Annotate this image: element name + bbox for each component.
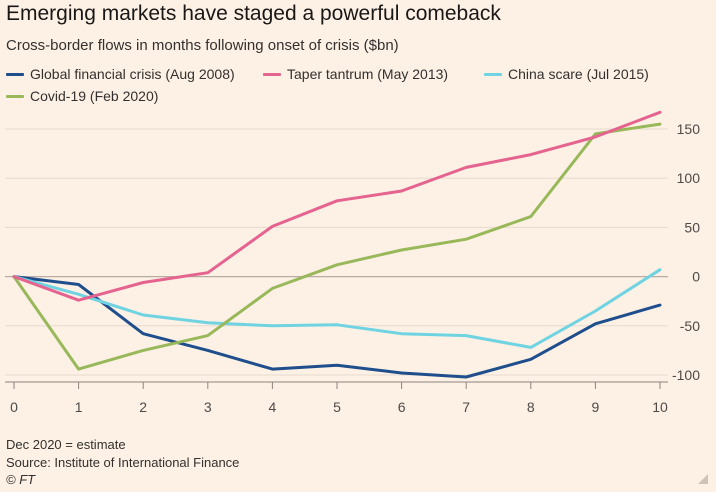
series-line-2: [12, 268, 662, 349]
series-line-3: [12, 122, 662, 371]
y-tick-label: -50: [680, 318, 700, 334]
legend-label-china: China scare (Jul 2015): [508, 66, 649, 82]
x-tick-label: 7: [462, 399, 470, 415]
gridlines: [5, 128, 668, 376]
x-tick-label: 6: [398, 399, 406, 415]
legend-swatch-covid: [6, 94, 24, 98]
x-tick-label: 3: [204, 399, 212, 415]
resize-corner-icon: [698, 474, 708, 484]
legend-item-covid: Covid-19 (Feb 2020): [6, 88, 158, 104]
legend-item-china: China scare (Jul 2015): [484, 66, 649, 82]
y-axis-labels: 150 100 50 0 -50 -100: [672, 121, 700, 383]
series-lines: [12, 110, 662, 379]
series-line-0: [12, 275, 662, 379]
x-tick-label: 9: [592, 399, 600, 415]
x-tick-label: 2: [139, 399, 147, 415]
x-axis-labels: 0 1 2 3 4 5 6 7 8 9 10: [10, 399, 668, 415]
x-tick-label: 1: [75, 399, 83, 415]
x-tick-label: 10: [652, 399, 668, 415]
legend-label-gfc: Global financial crisis (Aug 2008): [30, 66, 235, 82]
x-tick-label: 5: [333, 399, 341, 415]
y-tick-label: 150: [677, 121, 701, 137]
x-axis: [5, 381, 668, 389]
x-tick-label: 0: [10, 399, 18, 415]
legend-item-taper: Taper tantrum (May 2013): [263, 66, 448, 82]
legend-item-gfc: Global financial crisis (Aug 2008): [6, 66, 235, 82]
y-tick-label: 50: [684, 219, 700, 235]
series-line-1: [12, 110, 662, 302]
x-tick-label: 8: [527, 399, 535, 415]
chart-title: Emerging markets have staged a powerful …: [6, 2, 501, 25]
footnote: Dec 2020 = estimate: [6, 437, 126, 452]
y-tick-label: 0: [692, 269, 700, 285]
ft-logo: © FT: [6, 472, 36, 487]
x-tick-label: 4: [269, 399, 277, 415]
y-tick-label: -100: [672, 367, 700, 383]
chart-subtitle: Cross-border flows in months following o…: [6, 37, 399, 54]
y-tick-label: 100: [677, 170, 701, 186]
legend-swatch-gfc: [6, 72, 24, 76]
legend-swatch-china: [484, 72, 502, 76]
legend-label-taper: Taper tantrum (May 2013): [287, 66, 449, 82]
legend-label-covid: Covid-19 (Feb 2020): [30, 88, 159, 104]
source-note: Source: Institute of International Finan…: [6, 455, 240, 470]
legend-swatch-taper: [263, 72, 281, 76]
